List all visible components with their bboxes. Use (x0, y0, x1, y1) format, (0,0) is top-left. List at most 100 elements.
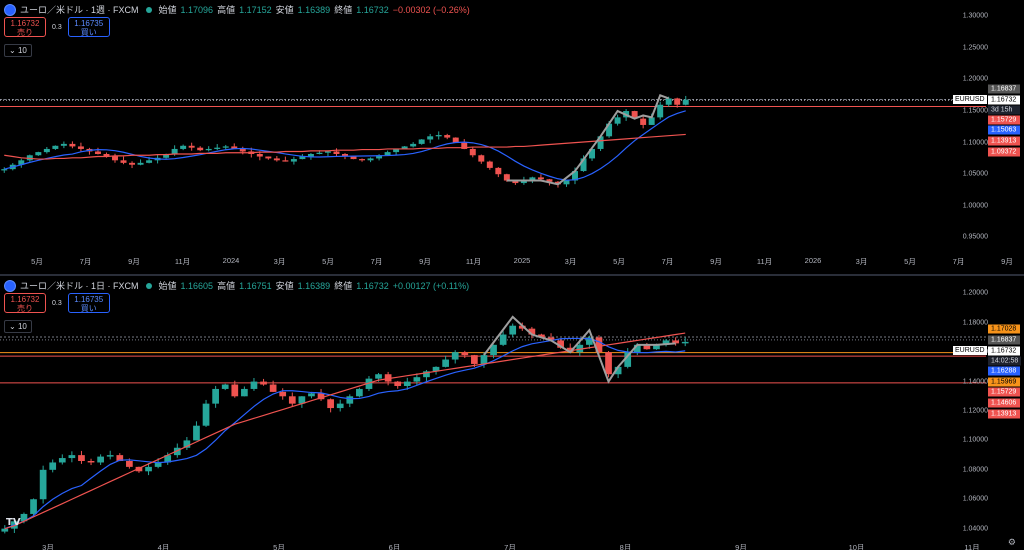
settings-gear-icon[interactable]: ⚙ (1007, 537, 1016, 547)
daily-price-plot[interactable] (0, 276, 1024, 550)
candle-body (490, 344, 497, 356)
indicator-count: 10 (17, 46, 27, 55)
time-axis-label: 11月 (174, 257, 191, 266)
candle-body (137, 162, 144, 165)
candle-body (614, 366, 622, 375)
current-price: 1.16732 (991, 96, 1017, 104)
candle-body (212, 388, 219, 404)
pane-separator[interactable] (0, 274, 1024, 276)
candle-body (461, 352, 469, 356)
candle-body (423, 371, 430, 378)
candle-body (333, 151, 340, 154)
time-axis-label: 7月 (370, 257, 383, 266)
candle-body (256, 154, 263, 157)
high-label: 高値 (217, 281, 236, 291)
change-value: −0.00302 (−0.26%) (392, 4, 470, 15)
indicator-toggle[interactable]: ⌄ 10 (4, 44, 32, 57)
buy-button[interactable]: 1.16735 買い (67, 293, 110, 313)
candle-body (116, 455, 124, 461)
candle-body (298, 396, 306, 404)
candle-body (214, 147, 221, 149)
buy-button[interactable]: 1.16735 買い (67, 17, 110, 37)
ma-blue-line (4, 110, 686, 181)
candle-body (260, 381, 267, 385)
candle-body (384, 374, 392, 382)
price-axis-label: 1.18000 (962, 319, 988, 327)
candle-body (624, 352, 632, 367)
candle-body (126, 461, 133, 467)
weekly-tag-red1: 1.15729 (988, 115, 1020, 125)
candle-body (359, 159, 366, 161)
weekly-symbol-title[interactable]: ユーロ／米ドル · 1週 · FXCM (20, 5, 139, 15)
ma-red-line (4, 133, 686, 160)
candle-body (106, 455, 114, 457)
candle-body (589, 148, 596, 159)
time-axis-label: 9月 (419, 257, 431, 266)
sell-button[interactable]: 1.16732 売り (4, 17, 46, 37)
daily-tag-blue: 1.16288 (988, 366, 1020, 376)
current-price: 1.16732 (991, 347, 1017, 355)
ma-blue-line (4, 337, 686, 530)
daily-symbol-tag: 1.16732 (988, 346, 1020, 356)
time-axis-label: 2024 (222, 256, 240, 265)
candle-body (145, 466, 152, 472)
daily-symbol-label: EURUSD (953, 346, 987, 355)
candle-body (376, 155, 383, 159)
candle-body (183, 440, 191, 448)
candle-body (572, 171, 578, 181)
candle-body (241, 388, 248, 397)
candle-body (576, 344, 584, 353)
time-axis-label: 4月 (157, 543, 170, 550)
candle-body (643, 344, 651, 350)
candle-body (401, 146, 408, 149)
candle-body (87, 461, 95, 463)
candle-body (503, 174, 510, 181)
daily-tag-orange1: 1.17028 (988, 324, 1020, 334)
candle-body (537, 177, 544, 180)
symbol-logo-icon (4, 279, 16, 292)
tradingview-logo-icon[interactable]: TV (6, 517, 21, 528)
low-value: 1.16389 (297, 280, 331, 291)
candle-body (640, 118, 647, 125)
candle-body (250, 381, 258, 389)
candle-body (375, 374, 382, 379)
candle-body (418, 139, 425, 144)
candle-body (317, 393, 325, 400)
candle-body (163, 154, 170, 158)
candle-body (394, 381, 402, 386)
candle-body (538, 334, 545, 338)
indicator-toggle[interactable]: ⌄ 10 (4, 320, 32, 333)
daily-symbol-title[interactable]: ユーロ／米ドル · 1日 · FXCM (20, 281, 139, 291)
time-axis-label: 3月 (855, 257, 868, 266)
candle-body (39, 469, 47, 500)
sell-button[interactable]: 1.16732 売り (4, 293, 46, 313)
buy-price: 1.16735 (74, 295, 104, 304)
time-axis-label: 11月 (465, 257, 482, 266)
candle-body (413, 377, 421, 382)
weekly-chart-pane[interactable]: ユーロ／米ドル · 1週 · FXCM 始値 1.17096 高値 1.17152 … (0, 0, 1024, 274)
time-axis-label: 7月 (79, 257, 92, 266)
price-axis-label: 1.00000 (962, 202, 988, 210)
candle-body (427, 136, 434, 140)
time-axis-label: 7月 (661, 257, 674, 266)
daily-tag-red2: 1.14606 (988, 398, 1020, 408)
candle-body (442, 359, 449, 367)
candle-body (512, 180, 519, 184)
daily-chart-pane[interactable]: ユーロ／米ドル · 1日 · FXCM 始値 1.16605 高値 1.16751 … (0, 276, 1024, 550)
candle-body (26, 155, 33, 161)
candle-body (221, 384, 229, 389)
weekly-price-plot[interactable] (0, 0, 1024, 274)
candle-body (69, 143, 76, 147)
candle-body (324, 151, 331, 153)
candle-body (60, 143, 67, 146)
daily-legend: ユーロ／米ドル · 1日 · FXCM 始値 1.16605 高値 1.16751 … (4, 279, 469, 292)
time-axis-label: 3月 (564, 257, 577, 266)
time-axis-label: 5月 (613, 257, 625, 266)
candle-body (662, 340, 670, 345)
candle-body (528, 328, 536, 335)
candle-body (605, 352, 612, 375)
candle-body (180, 145, 187, 149)
candle-body (97, 456, 104, 463)
candle-body (188, 145, 195, 148)
open-value: 1.16605 (180, 280, 214, 291)
